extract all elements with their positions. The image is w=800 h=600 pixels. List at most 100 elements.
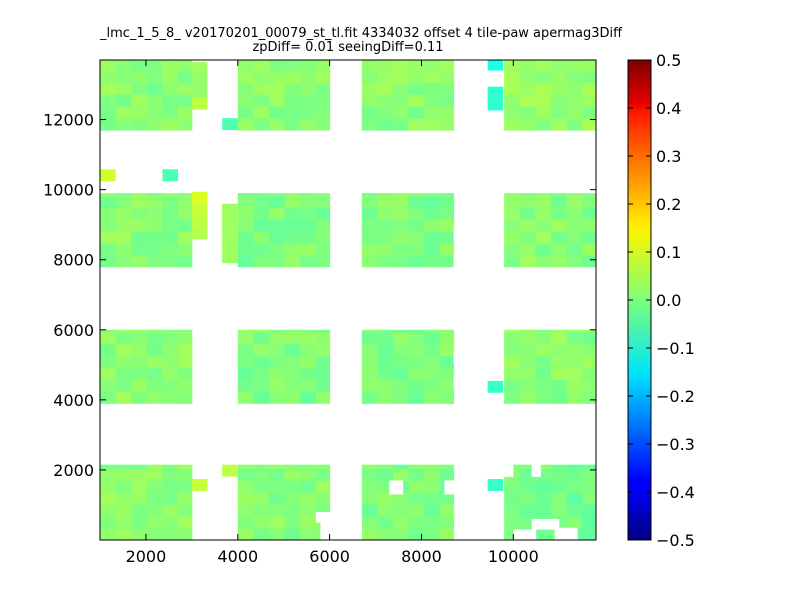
heatmap-cell xyxy=(582,355,596,369)
heatmap-cell xyxy=(284,331,301,345)
heatmap-cell xyxy=(566,195,583,208)
heatmap-cell xyxy=(300,60,317,72)
heatmap-cell xyxy=(393,207,410,220)
heatmap-cell xyxy=(361,504,378,517)
heatmap-cell xyxy=(393,464,410,470)
heatmap-cell xyxy=(550,343,568,357)
heatmap-cell xyxy=(439,70,455,83)
heatmap-cell xyxy=(566,355,583,369)
heatmap-cell xyxy=(300,391,317,404)
heatmap-cell xyxy=(519,94,536,107)
heatmap-cell xyxy=(519,219,536,232)
heatmap-cell xyxy=(315,219,331,232)
heatmap-cell xyxy=(100,106,117,119)
heatmap-cell xyxy=(191,479,208,491)
heatmap-cell xyxy=(439,504,455,517)
heatmap-cell xyxy=(237,230,254,244)
heatmap-cell xyxy=(361,379,378,392)
heatmap-cell xyxy=(439,118,455,131)
heatmap-cell xyxy=(131,230,148,244)
y-tick-label: 2000 xyxy=(53,461,94,480)
heatmap-cell xyxy=(566,94,583,107)
heatmap-cell xyxy=(162,60,179,72)
heatmap-cell xyxy=(146,329,163,333)
heatmap-cell xyxy=(439,367,455,381)
heatmap-cell xyxy=(566,379,583,392)
heatmap-cell xyxy=(300,193,317,196)
heatmap-cell xyxy=(269,60,286,72)
heatmap-cell xyxy=(566,219,583,232)
heatmap-cell xyxy=(178,118,193,131)
heatmap-cell xyxy=(519,379,536,392)
heatmap-cell xyxy=(487,98,504,111)
heatmap-cell xyxy=(222,227,238,240)
heatmap-cell xyxy=(424,468,441,481)
heatmap-cell xyxy=(424,329,441,333)
heatmap-cell xyxy=(300,230,317,244)
heatmap-cell xyxy=(300,70,317,83)
heatmap-cell xyxy=(535,60,552,72)
heatmap-cell xyxy=(100,219,117,232)
heatmap-cell xyxy=(284,329,301,333)
heatmap-cell xyxy=(424,230,441,244)
heatmap-cell xyxy=(269,118,286,131)
heatmap-cell xyxy=(582,492,596,505)
heatmap-cell xyxy=(439,516,455,529)
heatmap-cell xyxy=(146,106,163,119)
heatmap-cell xyxy=(253,480,270,493)
heatmap-cell xyxy=(377,464,394,470)
heatmap-cell xyxy=(178,468,193,481)
heatmap-cell xyxy=(315,118,331,131)
heatmap-cell xyxy=(408,254,425,268)
empty-cell xyxy=(504,464,514,477)
heatmap-cell xyxy=(393,118,410,131)
heatmap-cell xyxy=(439,343,455,357)
heatmap-cell xyxy=(178,60,193,72)
heatmap-cell xyxy=(424,254,441,268)
heatmap-cell xyxy=(300,254,317,268)
heatmap-cell xyxy=(162,193,179,196)
heatmap-cell xyxy=(439,355,455,369)
heatmap-cell xyxy=(146,207,163,220)
heatmap-cell xyxy=(439,195,455,208)
heatmap-cell xyxy=(222,118,238,131)
heatmap-cell xyxy=(115,195,132,208)
heatmap-cell xyxy=(131,94,148,107)
heatmap-cell xyxy=(237,329,254,333)
heatmap-cell xyxy=(535,528,552,540)
heatmap-cell xyxy=(237,343,254,357)
heatmap-cell xyxy=(237,219,254,232)
heatmap-cell xyxy=(566,504,583,517)
heatmap-cell xyxy=(284,379,301,392)
heatmap-cell xyxy=(284,468,301,481)
heatmap-cell xyxy=(566,464,583,470)
heatmap-cell xyxy=(377,242,394,256)
heatmap-cell xyxy=(146,331,163,345)
heatmap-cell xyxy=(115,391,132,404)
x-tick-label: 4000 xyxy=(217,547,258,566)
heatmap-cell xyxy=(377,118,394,131)
heatmap-cell xyxy=(269,70,286,83)
heatmap-cell xyxy=(361,355,378,369)
heatmap-cell xyxy=(100,516,117,529)
heatmap-cell xyxy=(535,331,552,345)
heatmap-cell xyxy=(300,242,317,256)
heatmap-cell xyxy=(550,355,568,369)
heatmap-cell xyxy=(237,355,254,369)
heatmap-cell xyxy=(100,118,117,131)
heatmap-cell xyxy=(162,355,179,369)
heatmap-cell xyxy=(535,106,552,119)
heatmap-cell xyxy=(269,468,286,481)
heatmap-cell xyxy=(237,106,254,119)
heatmap-cell xyxy=(269,516,286,529)
heatmap-cell xyxy=(424,331,441,345)
heatmap-cell xyxy=(424,219,441,232)
heatmap-cell xyxy=(253,516,270,529)
heatmap-cell xyxy=(408,193,425,196)
heatmap-cell xyxy=(178,343,193,357)
heatmap-cell xyxy=(300,379,317,392)
heatmap-cell xyxy=(408,391,425,404)
heatmap-cell xyxy=(253,331,270,345)
heatmap-cell xyxy=(535,207,552,220)
heatmap-cell xyxy=(504,60,521,72)
